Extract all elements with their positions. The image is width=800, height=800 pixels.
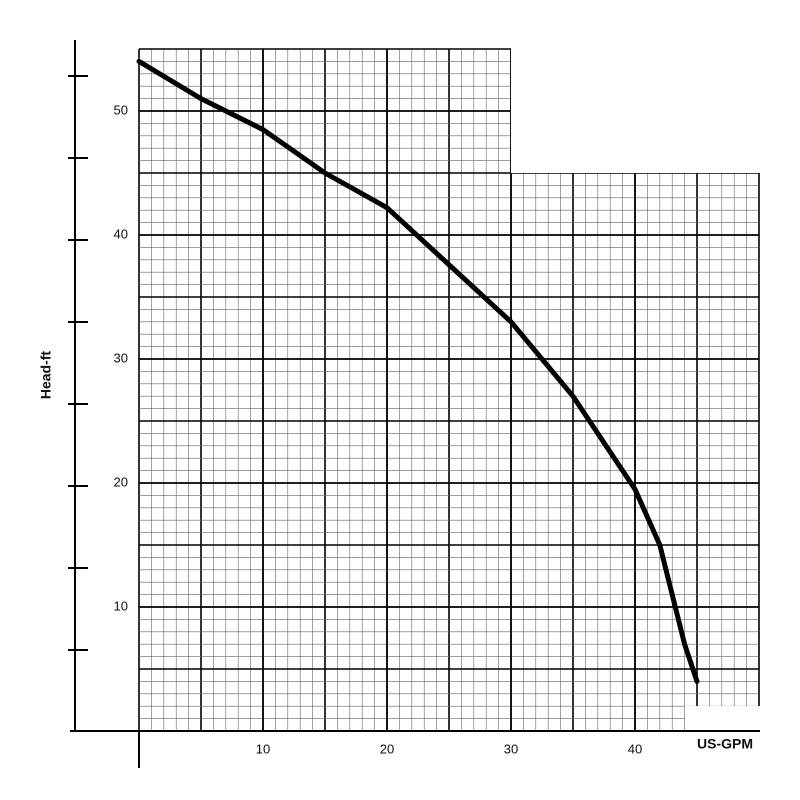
- axis-decoration: [68, 75, 88, 651]
- x-tick-label: 30: [504, 741, 518, 756]
- x-tick-label: 20: [380, 741, 394, 756]
- y-tick-label: 10: [114, 598, 128, 613]
- y-tick-label: 40: [114, 226, 128, 241]
- y-axis-label: Head-ft: [38, 351, 54, 400]
- grid: [138, 48, 760, 732]
- blank-area: [511, 48, 760, 173]
- blank-area: [685, 706, 760, 731]
- x-axis-label: US-GPM: [697, 736, 753, 752]
- y-tick-label: 30: [114, 350, 128, 365]
- y-tick-label: 50: [114, 102, 128, 117]
- x-tick-label: 40: [628, 741, 642, 756]
- y-tick-label: 20: [114, 474, 128, 489]
- curve: [136, 58, 700, 684]
- x-tick-label: 10: [256, 741, 270, 756]
